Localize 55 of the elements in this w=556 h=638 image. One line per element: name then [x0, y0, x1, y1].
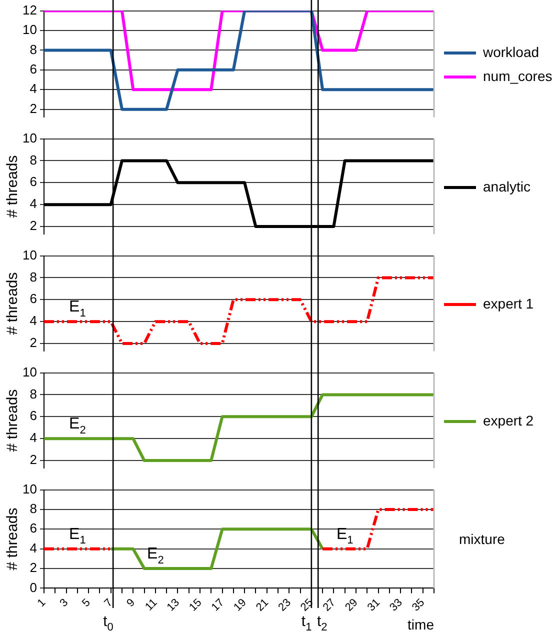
y-tick-label: 4 — [30, 430, 37, 446]
x-tick-label: 17 — [209, 596, 227, 614]
y-tick-label: 6 — [30, 408, 37, 424]
x-tick-label: 33 — [388, 596, 405, 614]
y-tick-label: 6 — [30, 61, 37, 76]
y-tick-label: 6 — [30, 520, 37, 536]
y-tick-label: 10 — [22, 481, 37, 496]
x-tick-label: 9 — [124, 596, 138, 610]
y-axis-title: # threads — [4, 272, 22, 335]
y-tick-label: 12 — [22, 2, 37, 18]
legend-label: workload — [482, 44, 540, 60]
x-tick-label: 3 — [58, 596, 71, 610]
x-tick-label: 29 — [343, 596, 360, 614]
y-axis-title: # threads — [4, 508, 22, 570]
y-axis-title: # threads — [4, 155, 22, 218]
x-tick-label: 11 — [143, 596, 160, 614]
y-tick-label: 2 — [30, 335, 37, 350]
x-tick-label: 1 — [35, 596, 48, 610]
y-tick-label: 10 — [22, 247, 37, 262]
y-axis-title: # threads — [4, 389, 22, 452]
y-tick-label: 10 — [22, 364, 37, 380]
y-tick-label: 8 — [30, 269, 37, 284]
y-tick-label: 10 — [22, 130, 37, 146]
x-tick-label: 23 — [276, 596, 294, 614]
y-tick-label: 8 — [30, 386, 37, 402]
y-tick-label: 8 — [30, 152, 37, 168]
x-tick-label: 19 — [232, 596, 249, 614]
x-axis-title: time — [408, 616, 434, 632]
text: mixture — [459, 531, 506, 548]
y-tick-label: 2 — [30, 560, 37, 576]
y-tick-label: 2 — [30, 100, 37, 116]
y-tick-label: 10 — [22, 22, 37, 38]
y-tick-label: 2 — [30, 452, 37, 468]
legend-label: num_cores — [483, 68, 552, 84]
y-tick-label: 2 — [30, 218, 37, 234]
y-tick-label: 4 — [30, 540, 37, 556]
x-tick-label: 31 — [365, 596, 383, 614]
x-tick-label: 21 — [254, 596, 272, 614]
y-tick-label: 4 — [30, 81, 37, 96]
x-tick-label: 35 — [410, 596, 428, 614]
x-tick-label: 13 — [164, 596, 182, 614]
x-tick-label: 15 — [187, 596, 204, 614]
y-tick-label: 4 — [30, 313, 37, 328]
legend-label: analytic — [483, 178, 530, 194]
x-tick-label: 7 — [102, 596, 116, 610]
x-tick-label: 5 — [80, 596, 93, 610]
y-tick-label: 6 — [30, 291, 37, 306]
legend-label: expert 2 — [483, 412, 534, 428]
y-tick-label: 8 — [30, 42, 37, 57]
y-tick-label: 0 — [30, 580, 37, 595]
y-tick-label: 6 — [30, 174, 37, 190]
y-tick-label: 4 — [30, 196, 37, 212]
x-tick-label: 27 — [320, 596, 338, 614]
y-tick-label: 8 — [30, 501, 37, 516]
legend-label: expert 1 — [483, 295, 534, 312]
